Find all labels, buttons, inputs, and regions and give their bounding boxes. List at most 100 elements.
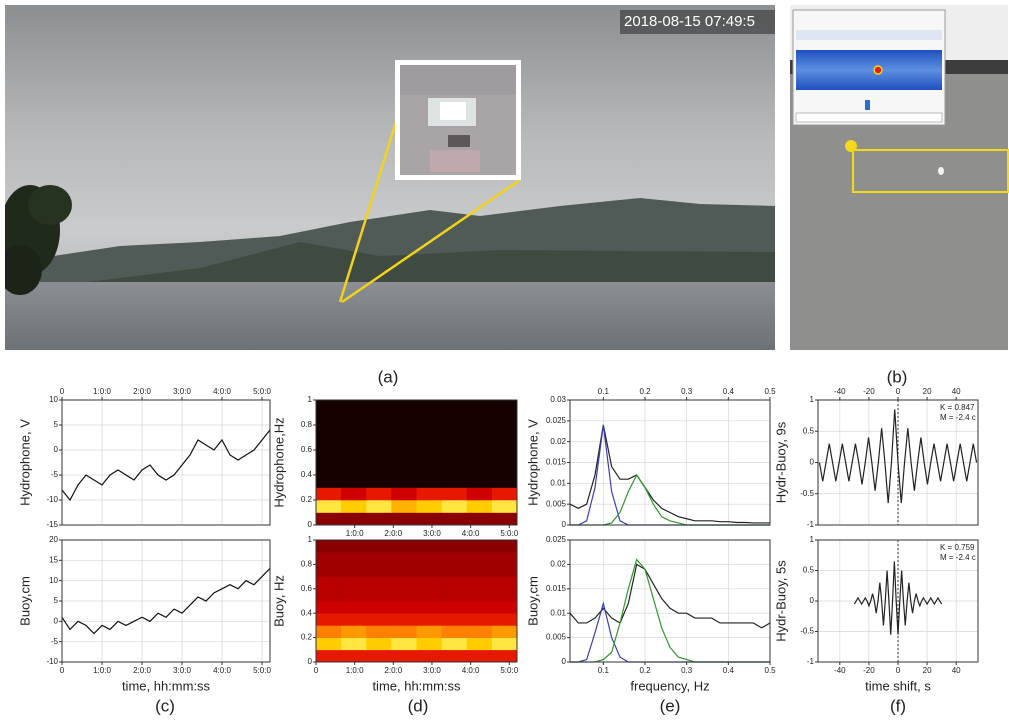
photo-a: 2018-08-15 07:49:5 (5, 5, 775, 350)
panel-label: (e) (660, 696, 681, 715)
y-tick-label: 0.4 (301, 470, 313, 479)
heatmap-cell (341, 625, 367, 638)
y-tick-label: 0 (308, 520, 313, 529)
y-tick-label: 20 (49, 535, 58, 544)
x-axis-label: time, hh:mm:ss (122, 678, 211, 693)
heatmap-cell (366, 552, 392, 565)
y-tick-label: 1 (308, 395, 313, 404)
y-tick-label: 0.8 (301, 420, 313, 429)
heatmap-cell (491, 412, 518, 426)
x-tick-label: 2:0:0 (133, 387, 151, 396)
heatmap-cell (441, 400, 468, 413)
heatmap-cell (491, 576, 518, 590)
x-tick-label: 1:0:0 (93, 387, 111, 396)
heatmap-cell (466, 450, 493, 463)
heatmap-cell (491, 462, 518, 476)
heatmap-cell (466, 462, 493, 476)
y-tick-label: -15 (46, 520, 58, 529)
x-tick-label: 1:0:0 (346, 666, 364, 675)
heatmap-cell (391, 500, 417, 513)
x-tick-label: 4:0:0 (462, 666, 480, 675)
x-tick-label: 40 (952, 387, 961, 396)
y-tick-label: 0.015 (546, 458, 567, 467)
y-axis-label: Hydrophone,Hz (271, 417, 286, 507)
heatmap-cell (391, 462, 417, 476)
heatmap-cell (491, 475, 518, 488)
heatmap-cell (316, 512, 342, 526)
x-tick-label: 3:0:0 (173, 387, 191, 396)
heatmap-cell (491, 450, 518, 463)
x-tick-label: -20 (863, 387, 875, 396)
heatmap-cell (466, 552, 493, 565)
y-tick-label: 0.025 (546, 416, 567, 425)
heatmap-cell (341, 512, 367, 526)
heatmap-cell (391, 475, 417, 488)
y-tick-label: 0.005 (546, 633, 567, 642)
heatmap-cell (491, 588, 518, 602)
x-tick-label: 20 (923, 666, 932, 675)
heatmap-cell (441, 588, 468, 602)
heatmap-cell (316, 649, 342, 663)
data-line (853, 561, 943, 635)
data-line (818, 409, 978, 504)
y-tick-label: 0.02 (550, 437, 566, 446)
heatmap-cell (441, 649, 468, 663)
heatmap-cell (466, 649, 493, 663)
heatmap-cell (466, 613, 493, 626)
y-tick-label: 0.2 (301, 633, 313, 642)
heatmap-cell (416, 500, 442, 513)
heatmap-cell (416, 512, 442, 526)
heatmap-cell (341, 437, 367, 451)
y-tick-label: 0 (562, 520, 567, 529)
heatmap-cell (441, 462, 468, 476)
annotation: K = 0.847 (940, 403, 975, 412)
x-tick-label: 0.1 (598, 387, 610, 396)
heatmap-cell (466, 412, 493, 426)
heatmap-cell (491, 425, 518, 438)
heatmap-cell (316, 400, 342, 413)
plot-area (570, 540, 770, 662)
plot-frame (315, 539, 518, 663)
heatmap-cell (316, 552, 342, 565)
heatmap-cell (441, 564, 468, 577)
annotation: M = -2.4 c (940, 553, 976, 562)
heatmap-cell (466, 437, 493, 451)
x-tick-label: 0 (896, 387, 901, 396)
heatmap-cell (341, 540, 367, 553)
y-tick-label: 0.6 (301, 584, 313, 593)
data-line (61, 429, 271, 502)
plot-area (62, 400, 270, 525)
x-tick-label: -40 (834, 387, 846, 396)
heatmap-cell (391, 437, 417, 451)
y-tick-label: 0.01 (550, 478, 566, 487)
x-tick-label: 40 (952, 666, 961, 675)
heatmap-cell (316, 588, 342, 602)
heatmap-cell (441, 576, 468, 590)
heatmap-cell (341, 613, 367, 626)
heatmap-cell (491, 625, 518, 638)
y-tick-label: -1 (807, 657, 815, 666)
heatmap-cell (441, 450, 468, 463)
heatmap-cell (416, 601, 442, 614)
y-tick-label: 0.2 (301, 495, 313, 504)
y-tick-label: -5 (51, 470, 59, 479)
heatmap-cell (441, 552, 468, 565)
heatmap-cell (366, 412, 392, 426)
x-tick-label: 0.2 (639, 387, 651, 396)
y-tick-label: -0.5 (800, 489, 814, 498)
heatmap-cell (416, 487, 442, 501)
heatmap-cell (366, 588, 392, 602)
heatmap-cell (391, 540, 417, 553)
heatmap-cell (316, 450, 342, 463)
heatmap-cell (416, 552, 442, 565)
heatmap-cell (341, 601, 367, 614)
y-tick-label: 1 (810, 535, 815, 544)
heatmap-cell (341, 564, 367, 577)
panel-label: (a) (378, 367, 399, 386)
heatmap-cell (416, 637, 442, 651)
heatmap-cell (491, 637, 518, 651)
heatmap-cell (316, 601, 342, 614)
heatmap-cell (491, 613, 518, 626)
heatmap-cell (391, 588, 417, 602)
heatmap-cell (366, 540, 392, 553)
